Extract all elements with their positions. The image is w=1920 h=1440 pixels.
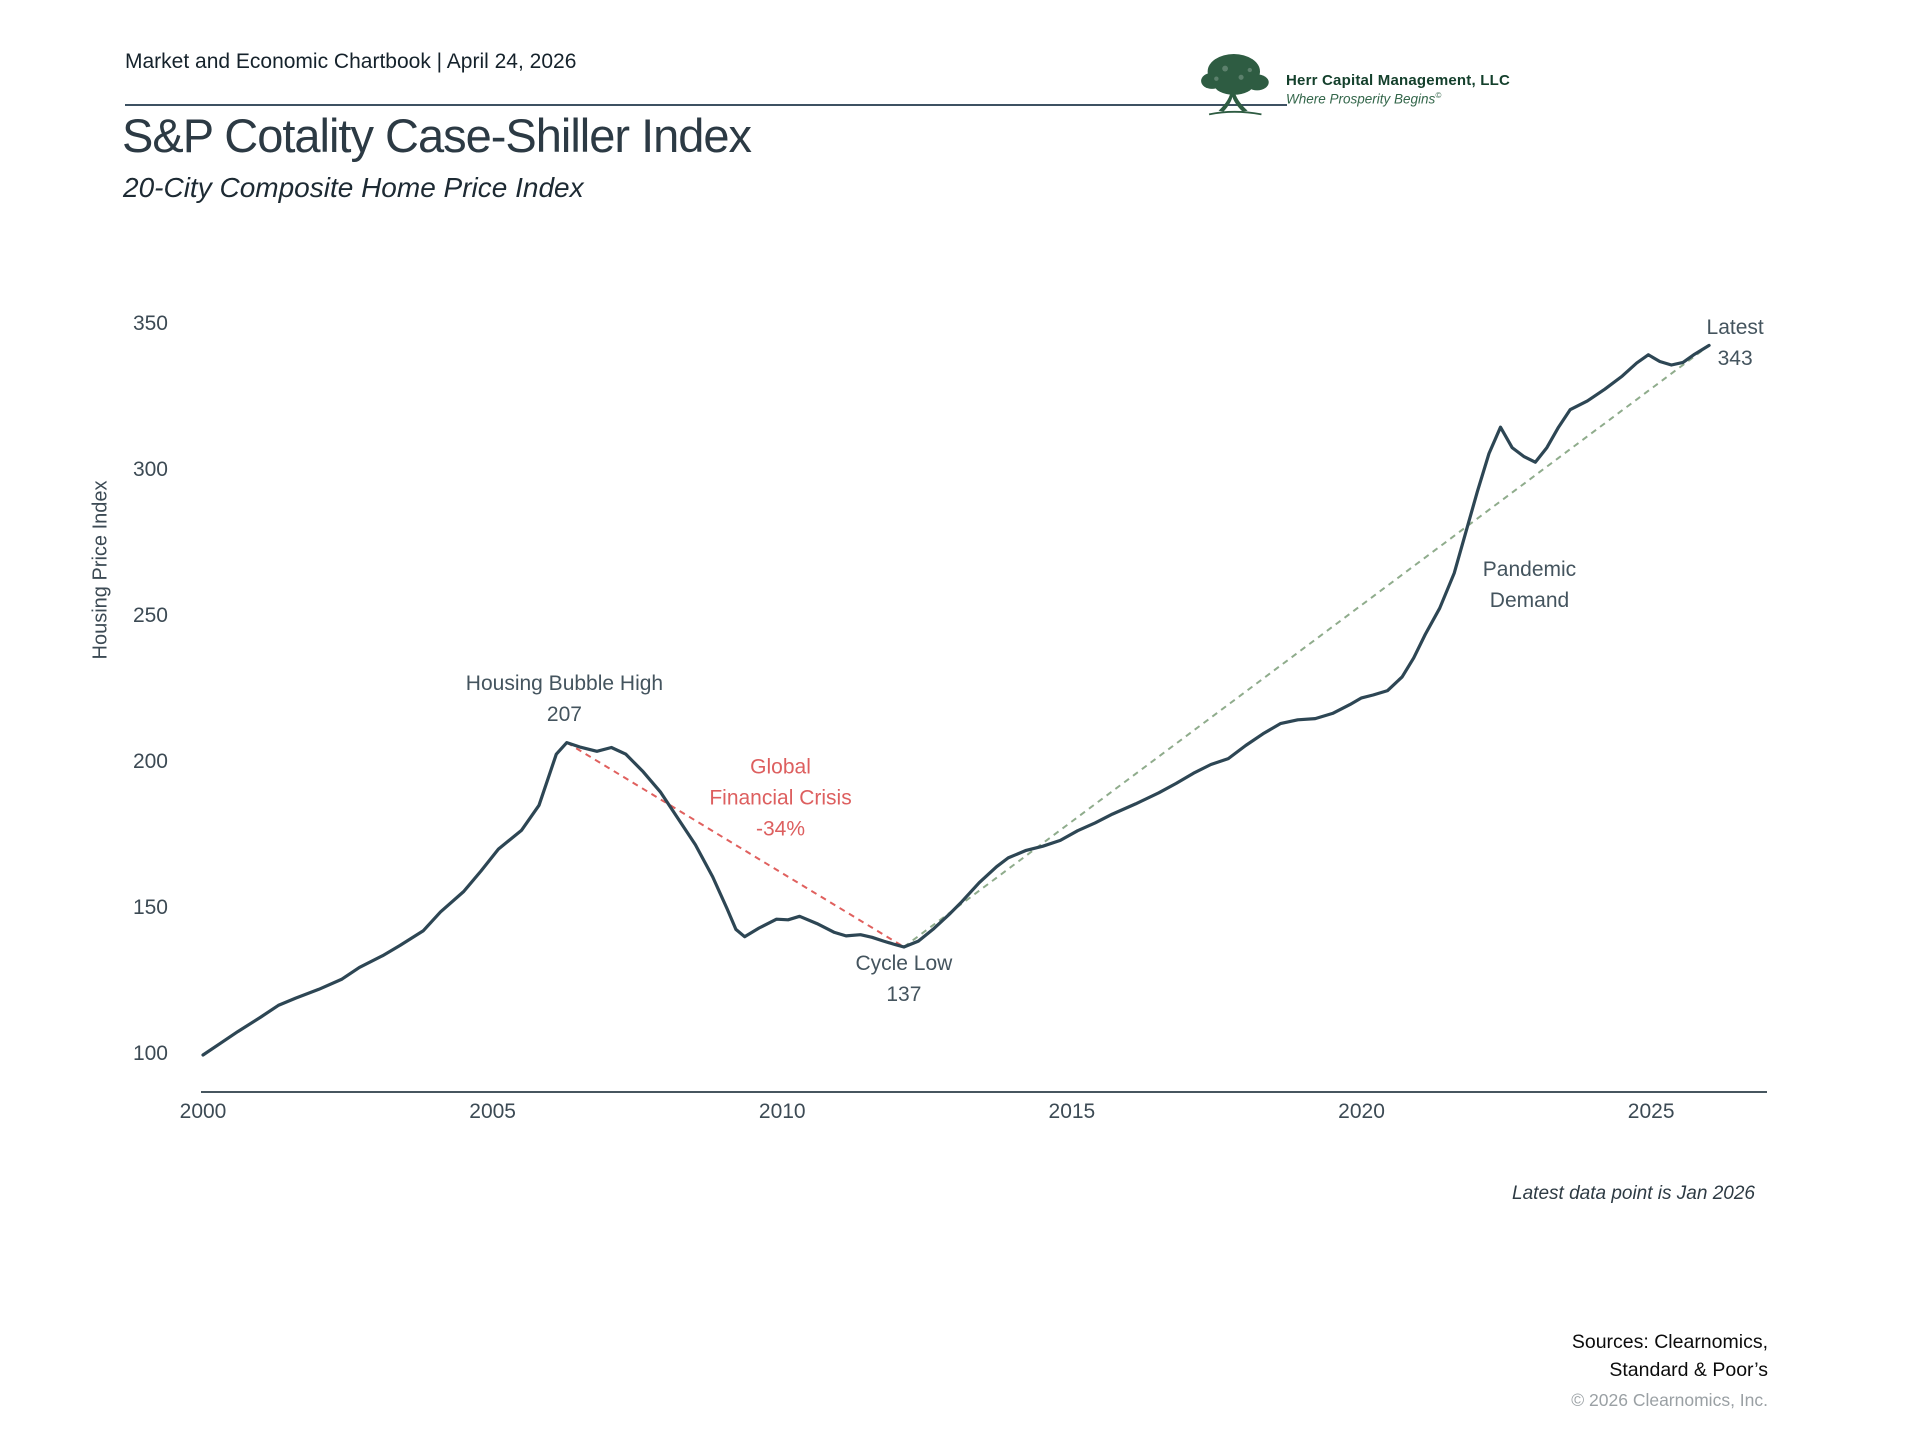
y-tick-label: 150 xyxy=(132,896,168,919)
global-financial-crisis-label-line: Global xyxy=(750,755,811,779)
housing-bubble-high-label: Housing Bubble High 207 xyxy=(466,668,663,730)
housing-bubble-high-label-line: Housing Bubble High xyxy=(465,671,664,695)
tree-logo-icon xyxy=(1201,54,1269,116)
page-title: S&P Cotality Case-Shiller Index xyxy=(122,109,752,162)
y-tick-label: 250 xyxy=(132,604,168,627)
logo-text: Herr Capital Management, LLC Where Prosp… xyxy=(1286,48,1510,107)
x-tick-label: 2015 xyxy=(1048,1100,1096,1123)
global-financial-crisis-label-line: -34% xyxy=(756,817,806,841)
latest-label-line: 343 xyxy=(1717,346,1753,370)
cycle-low-label-line: Cycle Low xyxy=(855,952,953,976)
sources: Sources: Clearnomics, Standard & Poor’s … xyxy=(1168,1328,1768,1414)
logo: Herr Capital Management, LLC Where Prosp… xyxy=(1196,48,1510,124)
header-rule xyxy=(125,104,1287,106)
chart-footnote: Latest data point is Jan 2026 xyxy=(1512,1183,1755,1204)
cycle-low-label: Cycle Low 137 xyxy=(855,948,952,1010)
x-tick-label: 2025 xyxy=(1627,1100,1675,1123)
price-index-line xyxy=(201,343,1711,1057)
pandemic-demand-label: Pandemic Demand xyxy=(1483,554,1576,616)
y-tick-label: 300 xyxy=(132,458,168,481)
pandemic-demand-label-line: Demand xyxy=(1489,588,1570,612)
x-tick-label: 2000 xyxy=(179,1100,227,1123)
y-tick-label: 350 xyxy=(132,312,168,335)
pandemic-demand-label-line: Pandemic xyxy=(1482,557,1577,581)
page-subtitle: 20-City Composite Home Price Index xyxy=(123,172,584,203)
latest-label-line: Latest xyxy=(1706,315,1764,339)
x-tick-label: 2005 xyxy=(469,1100,516,1123)
housing-bubble-high-label-line: 207 xyxy=(546,702,582,726)
global-financial-crisis-label: Global Financial Crisis -34% xyxy=(709,752,851,845)
x-tick-label: 2010 xyxy=(758,1100,806,1123)
latest-label: Latest 343 xyxy=(1707,312,1764,374)
cycle-low-label-line: 137 xyxy=(886,983,922,1007)
copyright: © 2026 Clearnomics, Inc. xyxy=(1571,1390,1768,1410)
sources-line-2: Standard & Poor’s xyxy=(1609,1359,1768,1381)
recovery-trend-dashed-line xyxy=(903,344,1710,948)
report-kicker: Market and Economic Chartbook | April 24… xyxy=(125,50,577,73)
y-axis-title: Housing Price Index xyxy=(89,480,112,660)
logo-company-name: Herr Capital Management, LLC xyxy=(1286,72,1510,89)
sources-line-1: Sources: Clearnomics, xyxy=(1571,1331,1768,1353)
y-tick-label: 200 xyxy=(132,750,168,773)
global-financial-crisis-label-line: Financial Crisis xyxy=(709,786,852,810)
logo-tagline: Where Prosperity Begins© xyxy=(1286,91,1442,107)
y-tick-label: 100 xyxy=(132,1042,168,1065)
x-tick-label: 2020 xyxy=(1338,1100,1385,1123)
